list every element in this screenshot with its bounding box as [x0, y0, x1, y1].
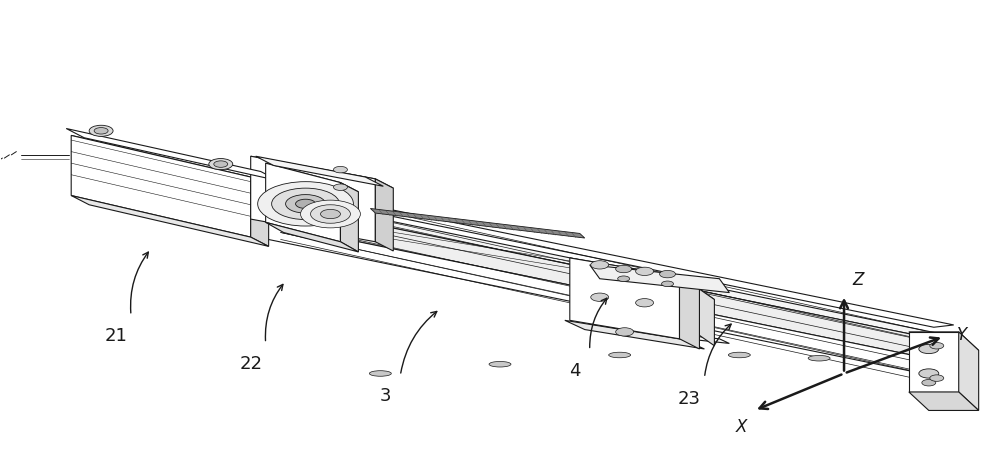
Polygon shape: [246, 184, 954, 327]
Polygon shape: [266, 222, 358, 252]
Polygon shape: [610, 272, 714, 299]
Circle shape: [636, 267, 654, 275]
Circle shape: [296, 199, 316, 208]
Circle shape: [333, 184, 347, 191]
Polygon shape: [66, 128, 279, 181]
Circle shape: [286, 194, 325, 213]
Text: X: X: [736, 418, 747, 436]
Text: 23: 23: [678, 390, 701, 408]
Circle shape: [919, 345, 939, 353]
Circle shape: [922, 379, 936, 386]
Polygon shape: [340, 183, 358, 252]
Text: 4: 4: [569, 362, 581, 380]
Polygon shape: [375, 179, 393, 251]
Polygon shape: [570, 258, 699, 286]
Polygon shape: [251, 156, 375, 242]
Circle shape: [919, 369, 939, 378]
Circle shape: [333, 166, 347, 173]
Circle shape: [258, 182, 353, 226]
Ellipse shape: [808, 355, 830, 361]
Circle shape: [591, 293, 609, 301]
Text: 22: 22: [239, 355, 262, 373]
Polygon shape: [266, 163, 358, 192]
Circle shape: [214, 161, 228, 167]
Polygon shape: [909, 392, 979, 411]
Polygon shape: [246, 195, 954, 339]
Circle shape: [660, 271, 676, 278]
Ellipse shape: [369, 371, 391, 376]
Polygon shape: [71, 195, 269, 246]
Ellipse shape: [489, 361, 511, 367]
Circle shape: [209, 159, 233, 170]
Text: Z: Z: [852, 271, 863, 289]
Polygon shape: [71, 135, 251, 237]
Circle shape: [320, 209, 340, 219]
Circle shape: [618, 276, 630, 281]
Text: Y: Y: [957, 326, 967, 344]
Circle shape: [311, 205, 350, 223]
Polygon shape: [570, 258, 680, 339]
Text: 21: 21: [105, 327, 128, 345]
Text: 3: 3: [380, 387, 391, 405]
Circle shape: [662, 281, 674, 286]
Circle shape: [616, 328, 634, 336]
Polygon shape: [71, 135, 269, 186]
Ellipse shape: [609, 352, 631, 358]
Circle shape: [930, 343, 944, 349]
Circle shape: [591, 261, 609, 269]
Polygon shape: [909, 332, 979, 350]
Polygon shape: [246, 198, 934, 359]
Polygon shape: [694, 286, 714, 346]
Circle shape: [636, 299, 654, 307]
Polygon shape: [590, 325, 729, 344]
Polygon shape: [256, 156, 383, 186]
Polygon shape: [610, 272, 694, 332]
Polygon shape: [370, 208, 585, 238]
Polygon shape: [251, 177, 269, 246]
Circle shape: [89, 125, 113, 136]
Circle shape: [616, 266, 632, 272]
Polygon shape: [590, 265, 729, 292]
Polygon shape: [266, 163, 340, 242]
Polygon shape: [959, 332, 979, 411]
Circle shape: [301, 200, 360, 228]
Polygon shape: [565, 320, 704, 349]
Circle shape: [930, 375, 944, 381]
Polygon shape: [909, 332, 959, 392]
Circle shape: [94, 127, 108, 134]
Polygon shape: [680, 276, 699, 349]
Circle shape: [272, 188, 339, 219]
Ellipse shape: [728, 352, 750, 358]
Polygon shape: [251, 156, 393, 188]
Polygon shape: [246, 219, 934, 376]
